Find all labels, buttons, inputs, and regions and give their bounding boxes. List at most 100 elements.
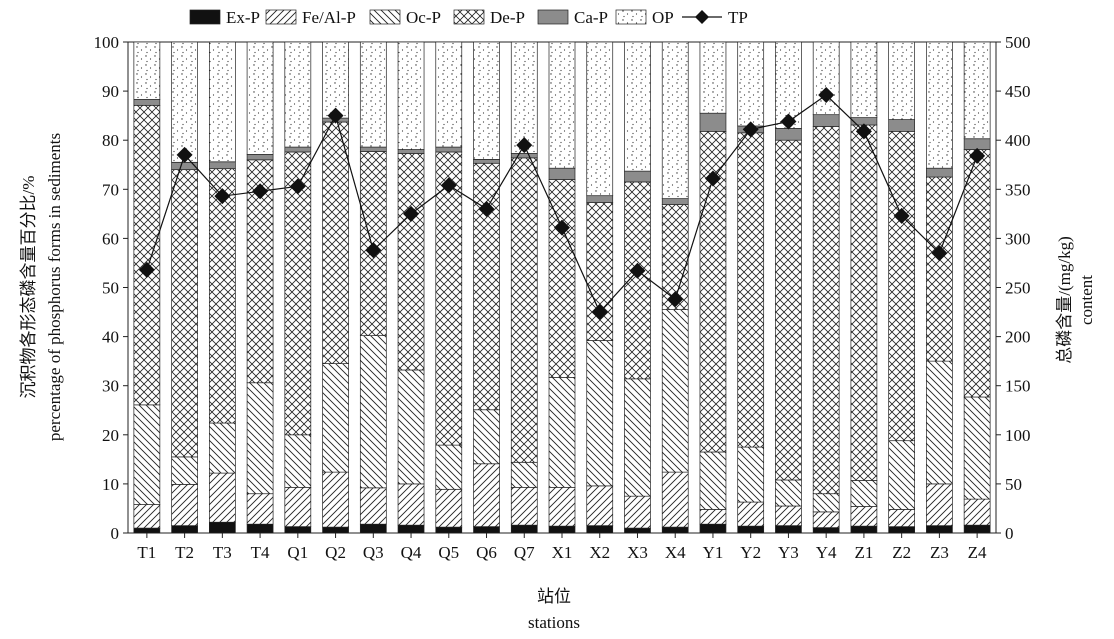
bar-segment-fe-al-p xyxy=(586,485,614,526)
bar-segment-ca-p xyxy=(775,128,802,141)
bar-segment-oc-p xyxy=(548,377,576,488)
bar-segment-de-p xyxy=(171,169,198,458)
x-tick-label: Q3 xyxy=(363,543,384,562)
bar-segment-ex-p xyxy=(850,525,878,534)
y-axis-label-left-en: percentage of phosphorus forms in sedime… xyxy=(45,133,64,441)
bar-segment-fe-al-p xyxy=(888,509,916,527)
x-tick-label: Y2 xyxy=(740,543,761,562)
y-left-tick-label: 70 xyxy=(102,180,119,199)
tp-point xyxy=(780,113,797,130)
bar-segment-ex-p xyxy=(888,526,916,534)
bar-segment-ca-p xyxy=(171,161,198,171)
bar-segment-op xyxy=(322,41,349,119)
x-tick-label: Q4 xyxy=(401,543,422,562)
plot-area: 0 10 20 30 40 50 60 70 80 90 100 0 50 100 150 200 250 300… xyxy=(94,33,1031,562)
bar-segment-op xyxy=(510,41,538,154)
tp-point xyxy=(969,147,986,164)
y-right-tick-label: 500 xyxy=(1005,33,1031,52)
bar-segment-ca-p xyxy=(661,198,689,205)
bar-segment-fe-al-p xyxy=(775,505,802,526)
bar-segment-fe-al-p xyxy=(246,493,274,525)
y-right-tick-label: 350 xyxy=(1005,180,1031,199)
bar-segment-op xyxy=(435,41,463,148)
x-tick-label: T2 xyxy=(175,543,194,562)
bar-segment-ex-p xyxy=(699,523,727,534)
legend-item-fe-al-p: Fe/Al-P xyxy=(265,8,356,27)
bar-segment-ex-p xyxy=(624,527,651,534)
bar-segment-oc-p xyxy=(133,404,161,505)
bar-segment-fe-al-p xyxy=(473,463,500,527)
bar-segment-oc-p xyxy=(812,493,840,513)
x-axis-label-cn: 站位 xyxy=(537,587,571,606)
y-right-tick-label: 450 xyxy=(1005,82,1031,101)
bar-segment-oc-p xyxy=(737,446,765,503)
bar-segment-ca-p xyxy=(812,114,840,127)
tp-point xyxy=(440,177,457,194)
bar-segment-fe-al-p xyxy=(926,483,953,526)
bar-segment-oc-p xyxy=(624,378,651,497)
tp-point xyxy=(855,123,872,140)
bar-segment-ca-p xyxy=(246,154,274,161)
legend-label: Ex-P xyxy=(226,8,260,27)
bar-segment-fe-al-p xyxy=(812,511,840,528)
bar-segment-fe-al-p xyxy=(510,486,538,526)
x-tick-label: X2 xyxy=(589,543,610,562)
tp-point xyxy=(516,137,533,154)
legend-item-op: OP xyxy=(615,8,674,27)
tp-point xyxy=(667,291,684,308)
y-axis-label-right-cn: 总磷含量/(mg/kg) xyxy=(1055,236,1074,364)
tp-point xyxy=(818,87,835,104)
bar-segment-de-p xyxy=(397,153,425,371)
bar-segment-ca-p xyxy=(435,146,463,153)
bar-segment-oc-p xyxy=(850,480,878,507)
bar-segment-ex-p xyxy=(812,527,840,534)
tp-point xyxy=(591,304,608,321)
bar-segment-op xyxy=(586,41,614,197)
bar-segment-de-p xyxy=(133,104,161,406)
bar-segment-ca-p xyxy=(926,167,953,178)
tp-point xyxy=(365,242,382,259)
x-tick-label: Q7 xyxy=(514,543,535,562)
tp-point xyxy=(403,205,420,222)
bar-segment-op xyxy=(963,41,991,140)
y-left-tick-label: 20 xyxy=(102,426,119,445)
bar-segment-fe-al-p xyxy=(850,506,878,527)
tp-point xyxy=(742,121,759,138)
bar-segment-fe-al-p xyxy=(548,486,576,527)
bar-segment-oc-p xyxy=(171,456,198,485)
bar-segment-ca-p xyxy=(548,167,576,180)
bar-segment-fe-al-p xyxy=(624,495,651,529)
bar-segment-ca-p xyxy=(963,138,991,150)
bar-segment-de-p xyxy=(737,132,765,448)
bar-segment-ex-p xyxy=(246,523,274,534)
bar-segment-de-p xyxy=(963,149,991,398)
bar-segment-op xyxy=(246,41,274,155)
bar-segment-ex-p xyxy=(284,526,312,534)
y-right-tick-label: 50 xyxy=(1005,475,1022,494)
bar-segment-oc-p xyxy=(888,440,916,510)
bar-segment-op xyxy=(624,41,651,172)
y-right-tick-label: 200 xyxy=(1005,328,1031,347)
y-left-tick-label: 40 xyxy=(102,328,119,347)
bar-segment-ca-p xyxy=(586,195,614,203)
y-right-tick-label: 400 xyxy=(1005,131,1031,150)
bar-segment-op xyxy=(661,41,689,199)
bar-segment-fe-al-p xyxy=(963,498,991,526)
bar-segment-op xyxy=(171,41,198,163)
y-right-tick-label: 250 xyxy=(1005,279,1031,298)
x-tick-label: Q6 xyxy=(476,543,497,562)
x-tick-label: T3 xyxy=(213,543,232,562)
bar-segment-oc-p xyxy=(208,422,236,474)
x-tick-label: Y1 xyxy=(703,543,724,562)
bar-segment-fe-al-p xyxy=(359,487,387,525)
y-left-tick-label: 10 xyxy=(102,475,119,494)
bar-segment-op xyxy=(284,41,312,148)
legend-swatch xyxy=(369,9,401,25)
bar-segment-op xyxy=(208,41,236,163)
bar-segment-ex-p xyxy=(359,523,387,534)
bar-segment-ex-p xyxy=(775,525,802,534)
tp-point xyxy=(289,178,306,195)
tp-point xyxy=(554,219,570,236)
bar-segment-de-p xyxy=(510,157,538,463)
